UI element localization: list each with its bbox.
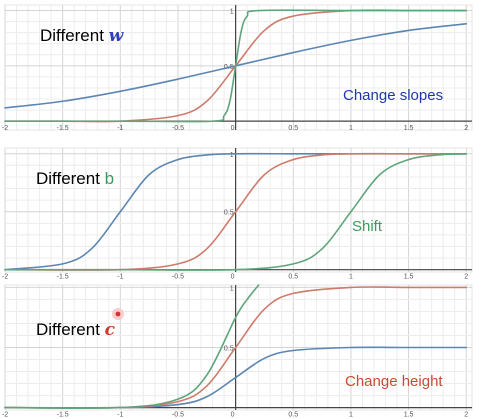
panel-label-symbol: w [109,26,125,46]
panel-label: Different c [36,320,116,340]
y-tick-label: 1 [230,152,234,159]
panel-label-prefix: Different [36,169,105,188]
x-tick-label: -1.5 [57,274,69,281]
x-tick-label: 0 [231,412,235,419]
x-tick-label: 1 [349,274,353,281]
x-tick-label: -1 [117,125,123,132]
panel-annotation: Shift [352,218,383,235]
panel-annotation: Change height [345,373,443,390]
x-tick-label: -1 [117,274,123,281]
x-tick-label: 0 [231,274,235,281]
series-line-3 [4,152,468,271]
x-tick-label: -2 [2,412,8,419]
panel-label-prefix: Different [40,26,109,45]
x-tick-label: -1 [117,412,123,419]
y-tick-label: 1 [230,9,234,16]
series-line-1 [4,152,468,271]
panel-label-prefix: Different [36,320,105,339]
plot-area [4,4,473,131]
chart-panel-different-c: -2 -1.5 -1 -0.5 0 0.5 1 1.5 2 0.5 1 Different c Chan… [2,284,473,419]
x-tick-label: -0.5 [172,125,184,132]
x-tick-label: 0.5 [288,125,298,132]
panel-annotation: Change slopes [343,87,443,104]
x-tick-label: 1.5 [404,412,414,419]
series-line-2 [4,152,468,271]
x-tick-label: -0.5 [172,274,184,281]
cursor-dot [115,311,121,317]
x-tick-label: -2 [2,274,8,281]
x-tick-label: -0.5 [172,412,184,419]
x-tick-label: 2 [464,274,468,281]
x-tick-label: -1.5 [57,412,69,419]
y-tick-label: 0.5 [224,346,234,353]
chart-panel-different-b: -2 -1.5 -1 -0.5 0 0.5 1 1.5 2 0.5 1 Different b Shif… [2,147,473,281]
plot-area [4,147,473,273]
y-tick-label: 1 [230,285,234,292]
x-tick-label: -1.5 [57,125,69,132]
panel-label: Different b [36,169,114,188]
y-tick-label: 0.5 [224,210,234,217]
x-tick-label: 0.5 [288,412,298,419]
panel-label-symbol: b [105,169,114,188]
x-tick-label: 1 [349,125,353,132]
series-line-3 [4,9,468,123]
x-tick-label: 0 [231,125,235,132]
x-tick-label: 2 [464,125,468,132]
series-line-3 [4,284,260,410]
x-tick-label: 1.5 [404,125,414,132]
x-tick-label: 2 [464,412,468,419]
panel-label: Different w [40,26,125,46]
x-tick-label: 1.5 [404,274,414,281]
x-tick-label: -2 [2,125,8,132]
panel-label-symbol: c [105,320,116,340]
x-tick-label: 0.5 [288,274,298,281]
x-tick-label: 1 [349,412,353,419]
